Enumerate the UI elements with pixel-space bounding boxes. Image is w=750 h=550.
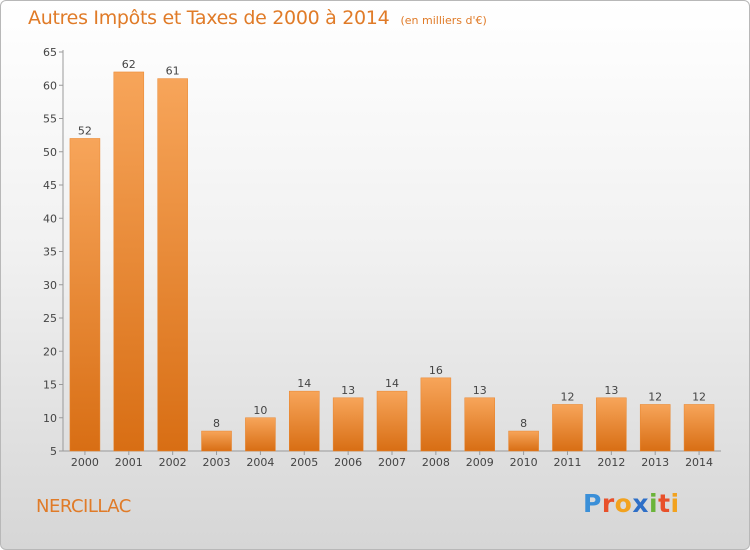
bar bbox=[552, 404, 583, 452]
x-tick-label: 2013 bbox=[641, 456, 669, 469]
bar bbox=[420, 377, 452, 452]
y-tick-label: 20 bbox=[43, 345, 57, 358]
y-tick-label: 10 bbox=[43, 412, 57, 425]
bar bbox=[508, 430, 539, 452]
bar bbox=[639, 404, 671, 452]
logo-letter: o bbox=[614, 489, 633, 518]
y-tick-label: 60 bbox=[43, 79, 57, 92]
bar bbox=[596, 397, 627, 452]
y-tick-label: 30 bbox=[43, 279, 57, 292]
y-tick-label: 25 bbox=[43, 312, 57, 325]
bar bbox=[245, 417, 276, 452]
bar bbox=[289, 390, 320, 452]
bar bbox=[332, 397, 364, 452]
bar bbox=[201, 430, 232, 452]
bar-value-label: 12 bbox=[692, 390, 706, 403]
bar bbox=[464, 397, 495, 452]
commune-name: NERCILLAC bbox=[36, 496, 131, 517]
x-tick-label: 2010 bbox=[510, 456, 538, 469]
y-tick-label: 40 bbox=[43, 212, 57, 225]
bar-value-label: 16 bbox=[429, 364, 443, 377]
bar-value-label: 52 bbox=[78, 124, 92, 137]
x-tick-label: 2011 bbox=[553, 456, 581, 469]
x-tick-label: 2014 bbox=[685, 456, 713, 469]
logo-letter: x bbox=[632, 489, 649, 518]
logo-letter: P bbox=[583, 489, 602, 518]
y-tick-label: 65 bbox=[43, 46, 57, 59]
x-tick-label: 2001 bbox=[115, 456, 143, 469]
bar bbox=[157, 78, 188, 452]
bar-value-label: 13 bbox=[473, 384, 487, 397]
bar-value-label: 61 bbox=[166, 65, 180, 78]
bar-value-label: 13 bbox=[604, 384, 618, 397]
x-tick-label: 2008 bbox=[422, 456, 450, 469]
x-tick-label: 2005 bbox=[290, 456, 318, 469]
y-tick-label: 5 bbox=[50, 445, 57, 458]
bar-value-label: 14 bbox=[297, 377, 311, 390]
y-tick-label: 15 bbox=[43, 379, 57, 392]
logo-letter: i bbox=[670, 489, 680, 518]
y-tick-label: 35 bbox=[43, 246, 57, 259]
x-tick-label: 2004 bbox=[246, 456, 274, 469]
x-tick-label: 2012 bbox=[597, 456, 625, 469]
bar-value-label: 10 bbox=[253, 404, 267, 417]
bar-value-label: 13 bbox=[341, 384, 355, 397]
x-tick-label: 2009 bbox=[466, 456, 494, 469]
y-tick-label: 55 bbox=[43, 113, 57, 126]
proxiti-logo: Proxiti bbox=[583, 489, 680, 518]
bar-value-label: 8 bbox=[213, 417, 220, 430]
chart-subtitle: (en milliers d'€) bbox=[400, 14, 487, 27]
logo-letter: t bbox=[658, 489, 671, 518]
bar bbox=[69, 138, 101, 452]
y-tick-label: 50 bbox=[43, 146, 57, 159]
y-tick-label: 45 bbox=[43, 179, 57, 192]
bar-value-label: 12 bbox=[648, 390, 662, 403]
logo-letter: i bbox=[649, 489, 659, 518]
bar bbox=[376, 390, 408, 452]
bar-value-label: 62 bbox=[122, 58, 136, 71]
logo-letter: r bbox=[601, 489, 615, 518]
x-tick-label: 2007 bbox=[378, 456, 406, 469]
bar bbox=[683, 404, 715, 452]
x-tick-label: 2003 bbox=[203, 456, 231, 469]
chart-title: Autres Impôts et Taxes de 2000 à 2014 bbox=[28, 7, 390, 29]
x-tick-label: 2006 bbox=[334, 456, 362, 469]
bar-value-label: 14 bbox=[385, 377, 399, 390]
x-tick-label: 2000 bbox=[71, 456, 99, 469]
bar-value-label: 12 bbox=[560, 390, 574, 403]
bar-value-label: 8 bbox=[520, 417, 527, 430]
x-tick-label: 2002 bbox=[159, 456, 187, 469]
chart-title-block: Autres Impôts et Taxes de 2000 à 2014 (e… bbox=[28, 7, 487, 29]
bar bbox=[113, 71, 145, 452]
